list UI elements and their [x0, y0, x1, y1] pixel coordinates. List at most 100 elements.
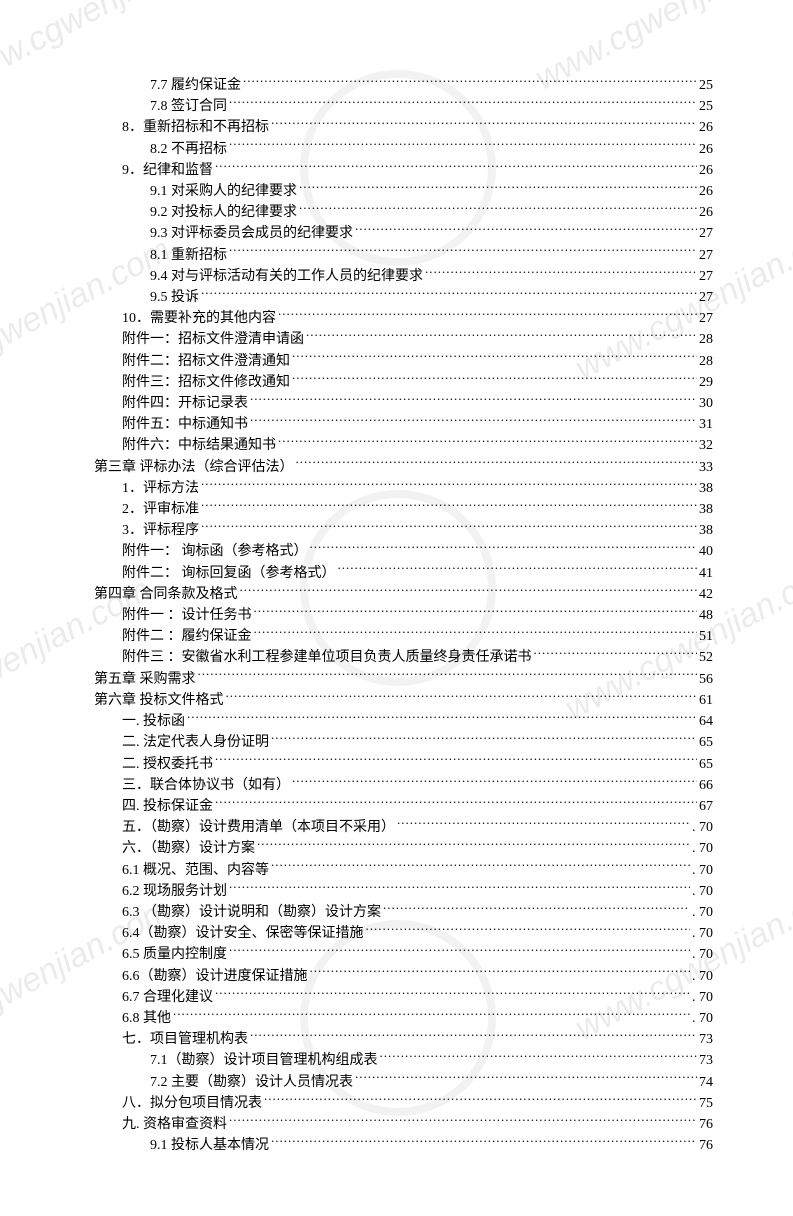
toc-label: 附件六：中标结果通知书 — [122, 436, 276, 456]
toc-entry: 八．拟分包项目情况表75 — [80, 1093, 713, 1114]
toc-page-number: 40 — [699, 542, 713, 562]
toc-label: 6.2 现场服务计划 — [122, 882, 227, 902]
toc-label: 9.2 对投标人的纪律要求 — [150, 203, 297, 223]
toc-entry: 9．纪律和监督26 — [80, 160, 713, 181]
toc-entry: 六．（勘察）设计方案. 70 — [80, 838, 713, 859]
toc-page-number: 66 — [699, 776, 713, 796]
toc-entry: 附件三：招标文件修改通知29 — [80, 372, 713, 393]
toc-page-number: 38 — [699, 500, 713, 520]
toc-dot-leader — [271, 1135, 697, 1149]
toc-dot-leader — [229, 881, 690, 895]
toc-page-number: . 70 — [692, 924, 713, 944]
toc-dot-leader — [250, 393, 697, 407]
toc-dot-leader — [201, 478, 697, 492]
toc-label: 7.8 签订合同 — [150, 97, 227, 117]
toc-dot-leader — [355, 223, 697, 237]
toc-label: 6.5 质量内控制度 — [122, 945, 227, 965]
toc-dot-leader — [425, 266, 697, 280]
toc-page-number: 26 — [699, 140, 713, 160]
toc-label: 9.3 对评标委员会成员的纪律要求 — [150, 224, 353, 244]
toc-dot-leader — [201, 520, 697, 534]
toc-entry: 6.1 概况、范围、内容等. 70 — [80, 860, 713, 881]
toc-page-number: 27 — [699, 267, 713, 287]
toc-page-number: . 70 — [692, 1009, 713, 1029]
toc-page-number: 27 — [699, 309, 713, 329]
toc-label: 附件一： 询标函（参考格式） — [122, 542, 308, 562]
toc-dot-leader — [215, 796, 697, 810]
toc-page-number: 33 — [699, 458, 713, 478]
toc-label: 9.1 对采购人的纪律要求 — [150, 182, 297, 202]
toc-dot-leader — [229, 1114, 697, 1128]
toc-label: 七．项目管理机构表 — [122, 1030, 248, 1050]
toc-entry: 8.1 重新招标27 — [80, 245, 713, 266]
toc-page-number: 32 — [699, 436, 713, 456]
toc-dot-leader — [201, 499, 697, 513]
toc-page-number: 27 — [699, 224, 713, 244]
toc-dot-leader — [299, 181, 697, 195]
toc-dot-leader — [229, 245, 697, 259]
toc-page-number: 74 — [699, 1073, 713, 1093]
toc-label: 一. 投标函 — [122, 712, 185, 732]
toc-dot-leader — [397, 817, 690, 831]
toc-dot-leader — [271, 117, 697, 131]
toc-page-number: 61 — [699, 691, 713, 711]
toc-dot-leader — [226, 690, 698, 704]
toc-label: 附件二 ：履约保证金 — [122, 627, 252, 647]
toc-dot-leader — [292, 351, 697, 365]
table-of-contents: 7.7 履约保证金257.8 签订合同258．重新招标和不再招标268.2 不再… — [80, 75, 713, 1156]
toc-dot-leader — [383, 902, 690, 916]
toc-dot-leader — [250, 1029, 697, 1043]
toc-entry: 9.1 投标人基本情况76 — [80, 1135, 713, 1156]
toc-label: 第六章 投标文件格式 — [94, 691, 224, 711]
toc-dot-leader — [215, 987, 690, 1001]
toc-label: 9.5 投诉 — [150, 288, 199, 308]
toc-entry: 附件二： 询标回复函（参考格式）41 — [80, 563, 713, 584]
toc-entry: 二. 授权委托书65 — [80, 754, 713, 775]
toc-entry: 九. 资格审查资料 76 — [80, 1114, 713, 1135]
toc-entry: 9.3 对评标委员会成员的纪律要求 27 — [80, 223, 713, 244]
toc-dot-leader — [271, 860, 690, 874]
toc-label: 附件一 ：设计任务书 — [122, 606, 252, 626]
toc-page-number: 31 — [699, 415, 713, 435]
toc-page-number: 38 — [699, 521, 713, 541]
toc-entry: 附件二：招标文件澄清通知28 — [80, 351, 713, 372]
toc-label: 8．重新招标和不再招标 — [122, 118, 269, 138]
toc-entry: 第五章 采购需求56 — [80, 669, 713, 690]
toc-entry: 第三章 评标办法（综合评估法）33 — [80, 457, 713, 478]
toc-entry: 6.4（勘察）设计安全、保密等保证措施. 70 — [80, 923, 713, 944]
toc-dot-leader — [306, 329, 697, 343]
toc-dot-leader — [173, 1008, 690, 1022]
toc-entry: 7.8 签订合同 25 — [80, 96, 713, 117]
toc-entry: 附件三 ：安徽省水利工程参建单位项目负责人质量终身责任承诺书52 — [80, 647, 713, 668]
toc-dot-leader — [366, 923, 691, 937]
toc-label: 附件二：招标文件澄清通知 — [122, 352, 290, 372]
toc-dot-leader — [201, 287, 697, 301]
toc-page-number: 76 — [699, 1115, 713, 1135]
toc-label: 9．纪律和监督 — [122, 161, 213, 181]
toc-dot-leader — [250, 414, 697, 428]
toc-dot-leader — [243, 75, 697, 89]
toc-label: 7.7 履约保证金 — [150, 76, 241, 96]
toc-page-number: . 70 — [692, 839, 713, 859]
toc-entry: 第四章 合同条款及格式42 — [80, 584, 713, 605]
toc-dot-leader — [534, 647, 698, 661]
toc-dot-leader — [338, 563, 698, 577]
toc-page-number: 27 — [699, 288, 713, 308]
toc-entry: 6.2 现场服务计划. 70 — [80, 881, 713, 902]
toc-page-number: 73 — [699, 1051, 713, 1071]
toc-entry: 8．重新招标和不再招标26 — [80, 117, 713, 138]
toc-label: 九. 资格审查资料 — [122, 1115, 227, 1135]
toc-label: 附件五：中标通知书 — [122, 415, 248, 435]
toc-page-number: 65 — [699, 733, 713, 753]
toc-entry: 附件一 ：设计任务书48 — [80, 605, 713, 626]
toc-page-number: 25 — [699, 76, 713, 96]
toc-page-number: 51 — [699, 627, 713, 647]
toc-label: 6.7 合理化建议 — [122, 988, 213, 1008]
toc-page-number: 56 — [699, 670, 713, 690]
toc-label: 6.1 概况、范围、内容等 — [122, 861, 269, 881]
toc-page-number: . 70 — [692, 945, 713, 965]
toc-dot-leader — [240, 584, 698, 598]
toc-entry: 附件一：招标文件澄清申请函28 — [80, 329, 713, 350]
toc-page-number: 25 — [699, 97, 713, 117]
toc-entry: 8.2 不再招标26 — [80, 139, 713, 160]
